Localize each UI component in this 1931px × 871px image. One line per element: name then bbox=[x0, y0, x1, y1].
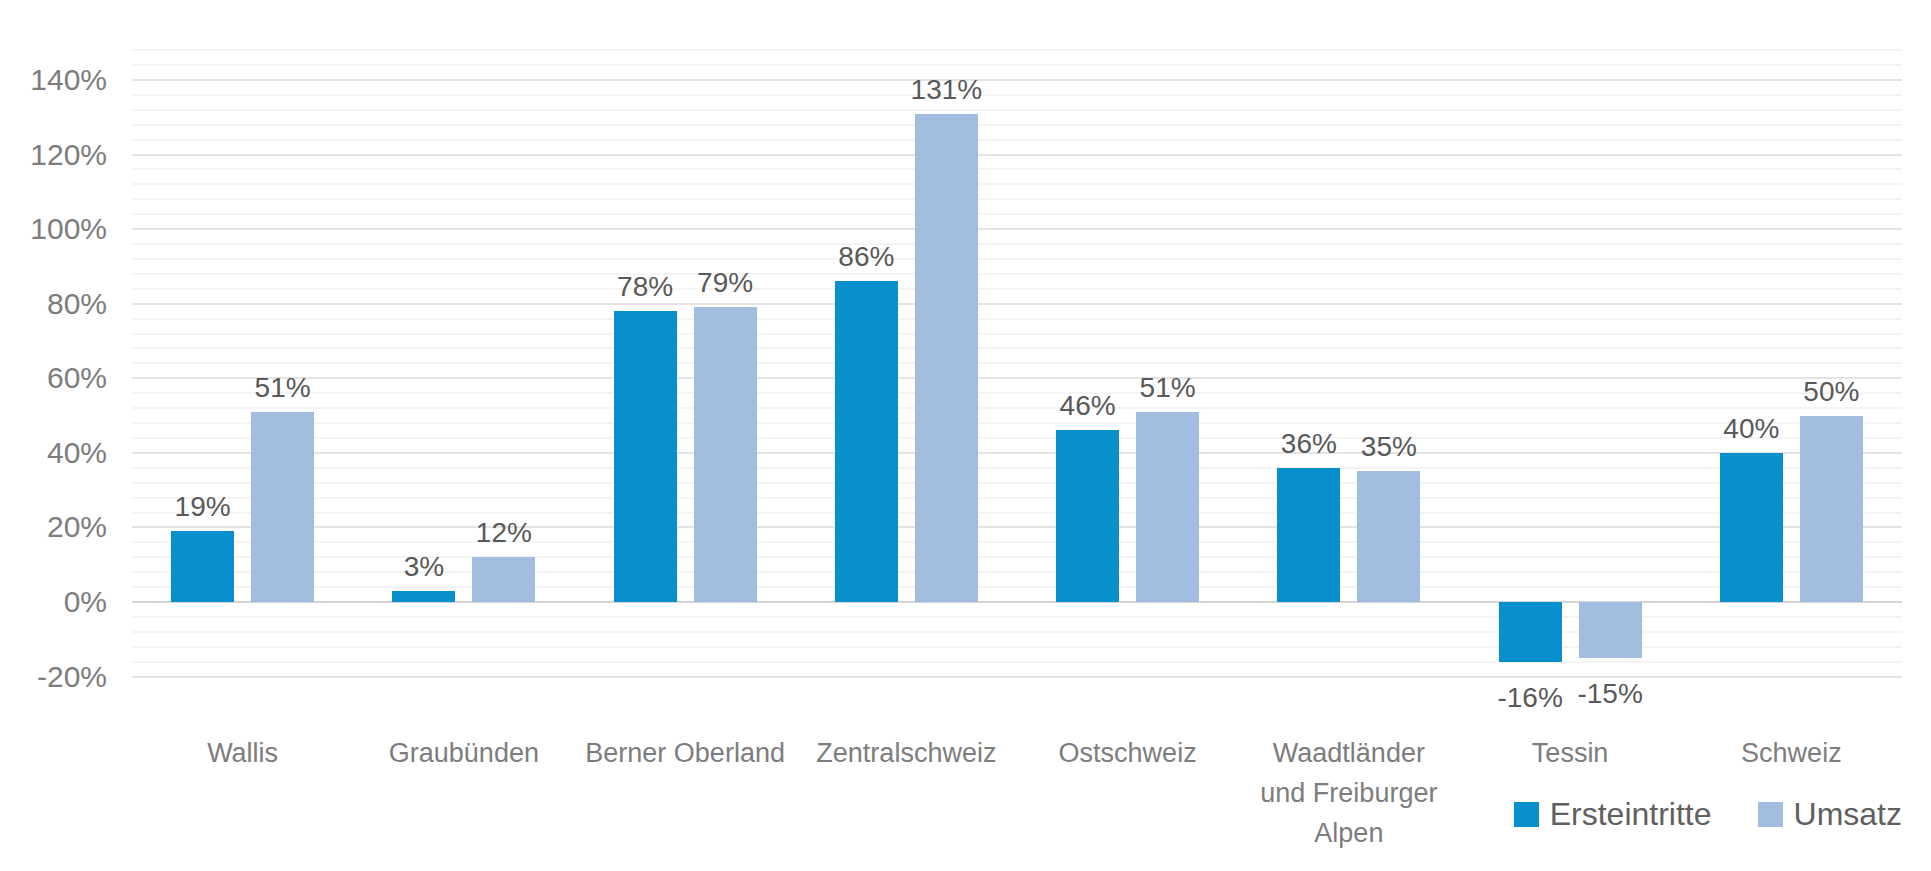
legend: Ersteintritte Umsatz bbox=[1514, 797, 1902, 831]
legend-swatch-umsatz bbox=[1758, 802, 1783, 827]
legend-item: Ersteintritte bbox=[1514, 797, 1712, 831]
legend-label: Ersteintritte bbox=[1550, 797, 1712, 831]
legend-label: Umsatz bbox=[1794, 797, 1902, 831]
x-axis: WallisGraubündenBerner OberlandZentralsc… bbox=[0, 0, 1931, 871]
x-category-label: Schweiz bbox=[1661, 733, 1922, 773]
legend-item: Umsatz bbox=[1758, 797, 1902, 831]
legend-swatch-ersteintritte bbox=[1514, 802, 1539, 827]
bar-chart: 140%120%100%80%60%40%20%0%-20% 19%51%3%1… bbox=[0, 0, 1931, 871]
x-category-label-line: Alpen bbox=[1218, 813, 1479, 853]
x-category-label-line: und Freiburger bbox=[1218, 773, 1479, 813]
x-category-label-line: Schweiz bbox=[1661, 733, 1922, 773]
